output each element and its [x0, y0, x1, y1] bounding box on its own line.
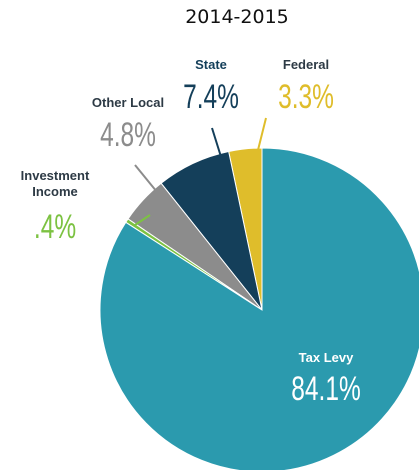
- pie-slice: [99, 147, 419, 470]
- value-label: 84.1%: [291, 370, 361, 408]
- value-label: 3.3%: [278, 78, 334, 116]
- slice-label: State: [195, 57, 227, 72]
- leader-line: [211, 127, 223, 161]
- value-label: .4%: [33, 208, 77, 246]
- chart-title: 2014-2015: [185, 6, 289, 28]
- value-label: 7.4%: [183, 78, 239, 116]
- leader-line: [257, 117, 267, 151]
- slice-label: Investment Income: [20, 168, 90, 199]
- value-label: 4.8%: [100, 116, 156, 154]
- leader-line: [134, 164, 158, 193]
- slice-label: Federal: [282, 57, 330, 72]
- leader-line: [134, 214, 151, 226]
- slice-label: Other Local: [91, 95, 165, 110]
- slice-label: Tax Levy: [298, 350, 354, 365]
